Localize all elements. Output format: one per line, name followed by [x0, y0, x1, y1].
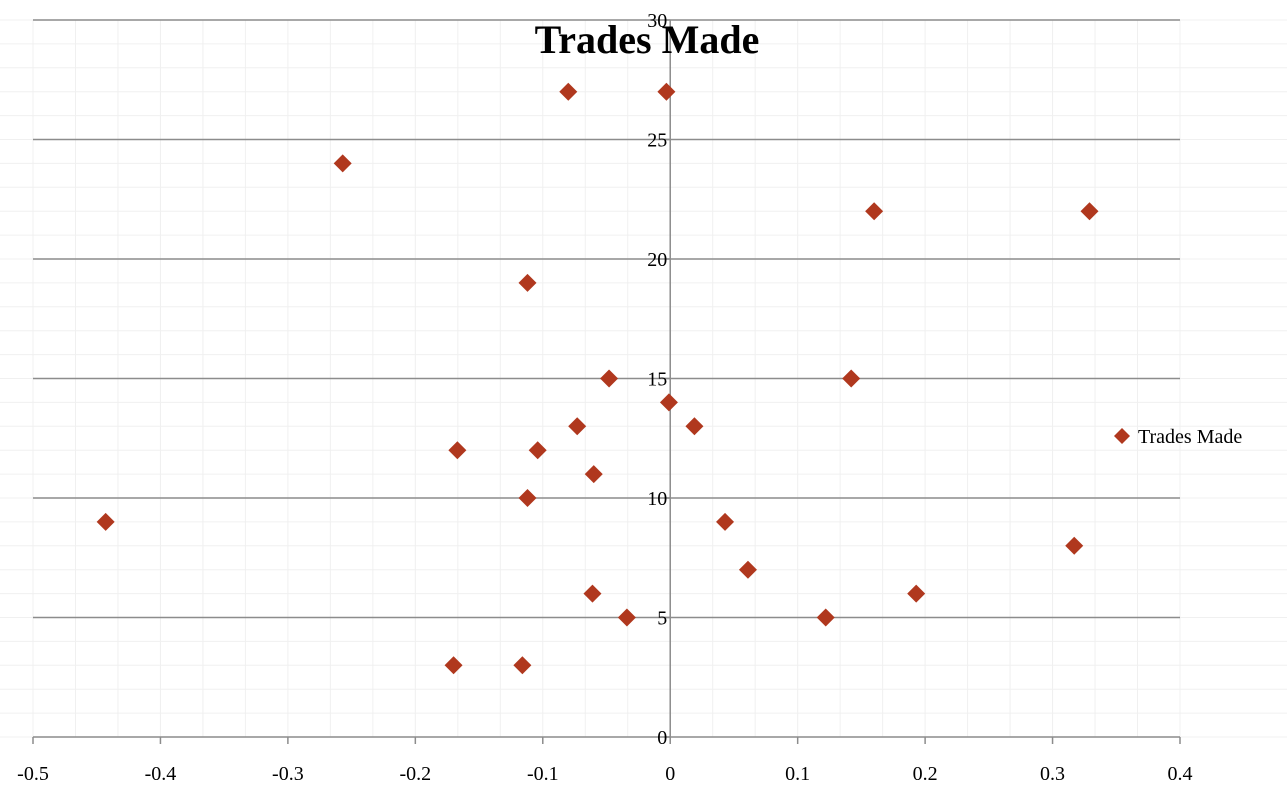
data-point	[448, 441, 467, 460]
data-point	[568, 417, 587, 436]
major-gridlines	[33, 19, 1180, 619]
legend: Trades Made	[1114, 426, 1242, 448]
x-tick-label: 0.1	[785, 763, 810, 785]
data-point	[1065, 536, 1084, 555]
legend-marker	[1114, 428, 1130, 444]
data-point	[842, 369, 861, 388]
data-points	[96, 82, 1099, 675]
y-tick-label: 15	[647, 369, 667, 391]
data-point	[716, 512, 735, 531]
y-tick-label: 0	[657, 727, 667, 749]
data-point	[584, 465, 603, 484]
data-point	[907, 584, 926, 603]
legend-label: Trades Made	[1138, 426, 1242, 448]
x-tick-label: -0.2	[399, 763, 431, 785]
x-tick-label: -0.3	[272, 763, 304, 785]
x-tick-label: -0.5	[17, 763, 49, 785]
data-point	[333, 154, 352, 173]
y-axis-ticks: 0 5 10 15 20 25 30	[647, 10, 671, 749]
data-point	[559, 82, 578, 101]
data-point	[685, 417, 704, 436]
data-point	[528, 441, 547, 460]
data-point	[583, 584, 602, 603]
data-point	[518, 489, 537, 507]
x-tick-label: 0.2	[913, 763, 938, 785]
data-point	[518, 273, 537, 292]
data-point	[865, 202, 884, 221]
y-tick-label: 25	[647, 130, 667, 152]
x-tick-label: -0.4	[145, 763, 177, 785]
x-axis-ticks: -0.5 -0.4 -0.3 -0.2 -0.1 0 0.1 0.2 0.3 0.4	[17, 737, 1193, 785]
data-point	[96, 512, 115, 531]
data-point	[513, 656, 532, 675]
data-point	[600, 369, 619, 388]
data-point	[659, 393, 678, 412]
x-tick-label: 0	[665, 763, 675, 785]
y-tick-label: 30	[647, 10, 667, 32]
data-point	[738, 560, 757, 579]
chart-title: Trades Made	[535, 17, 760, 62]
y-tick-label: 20	[647, 249, 667, 271]
x-tick-label: 0.3	[1040, 763, 1065, 785]
x-tick-label: -0.1	[527, 763, 559, 785]
data-point	[1080, 202, 1099, 221]
y-tick-label: 5	[657, 608, 667, 630]
y-tick-label: 10	[647, 488, 667, 510]
data-point	[444, 656, 463, 675]
data-point	[657, 82, 676, 101]
x-tick-label: 0.4	[1168, 763, 1193, 785]
data-point	[617, 608, 636, 627]
data-point	[816, 608, 835, 627]
